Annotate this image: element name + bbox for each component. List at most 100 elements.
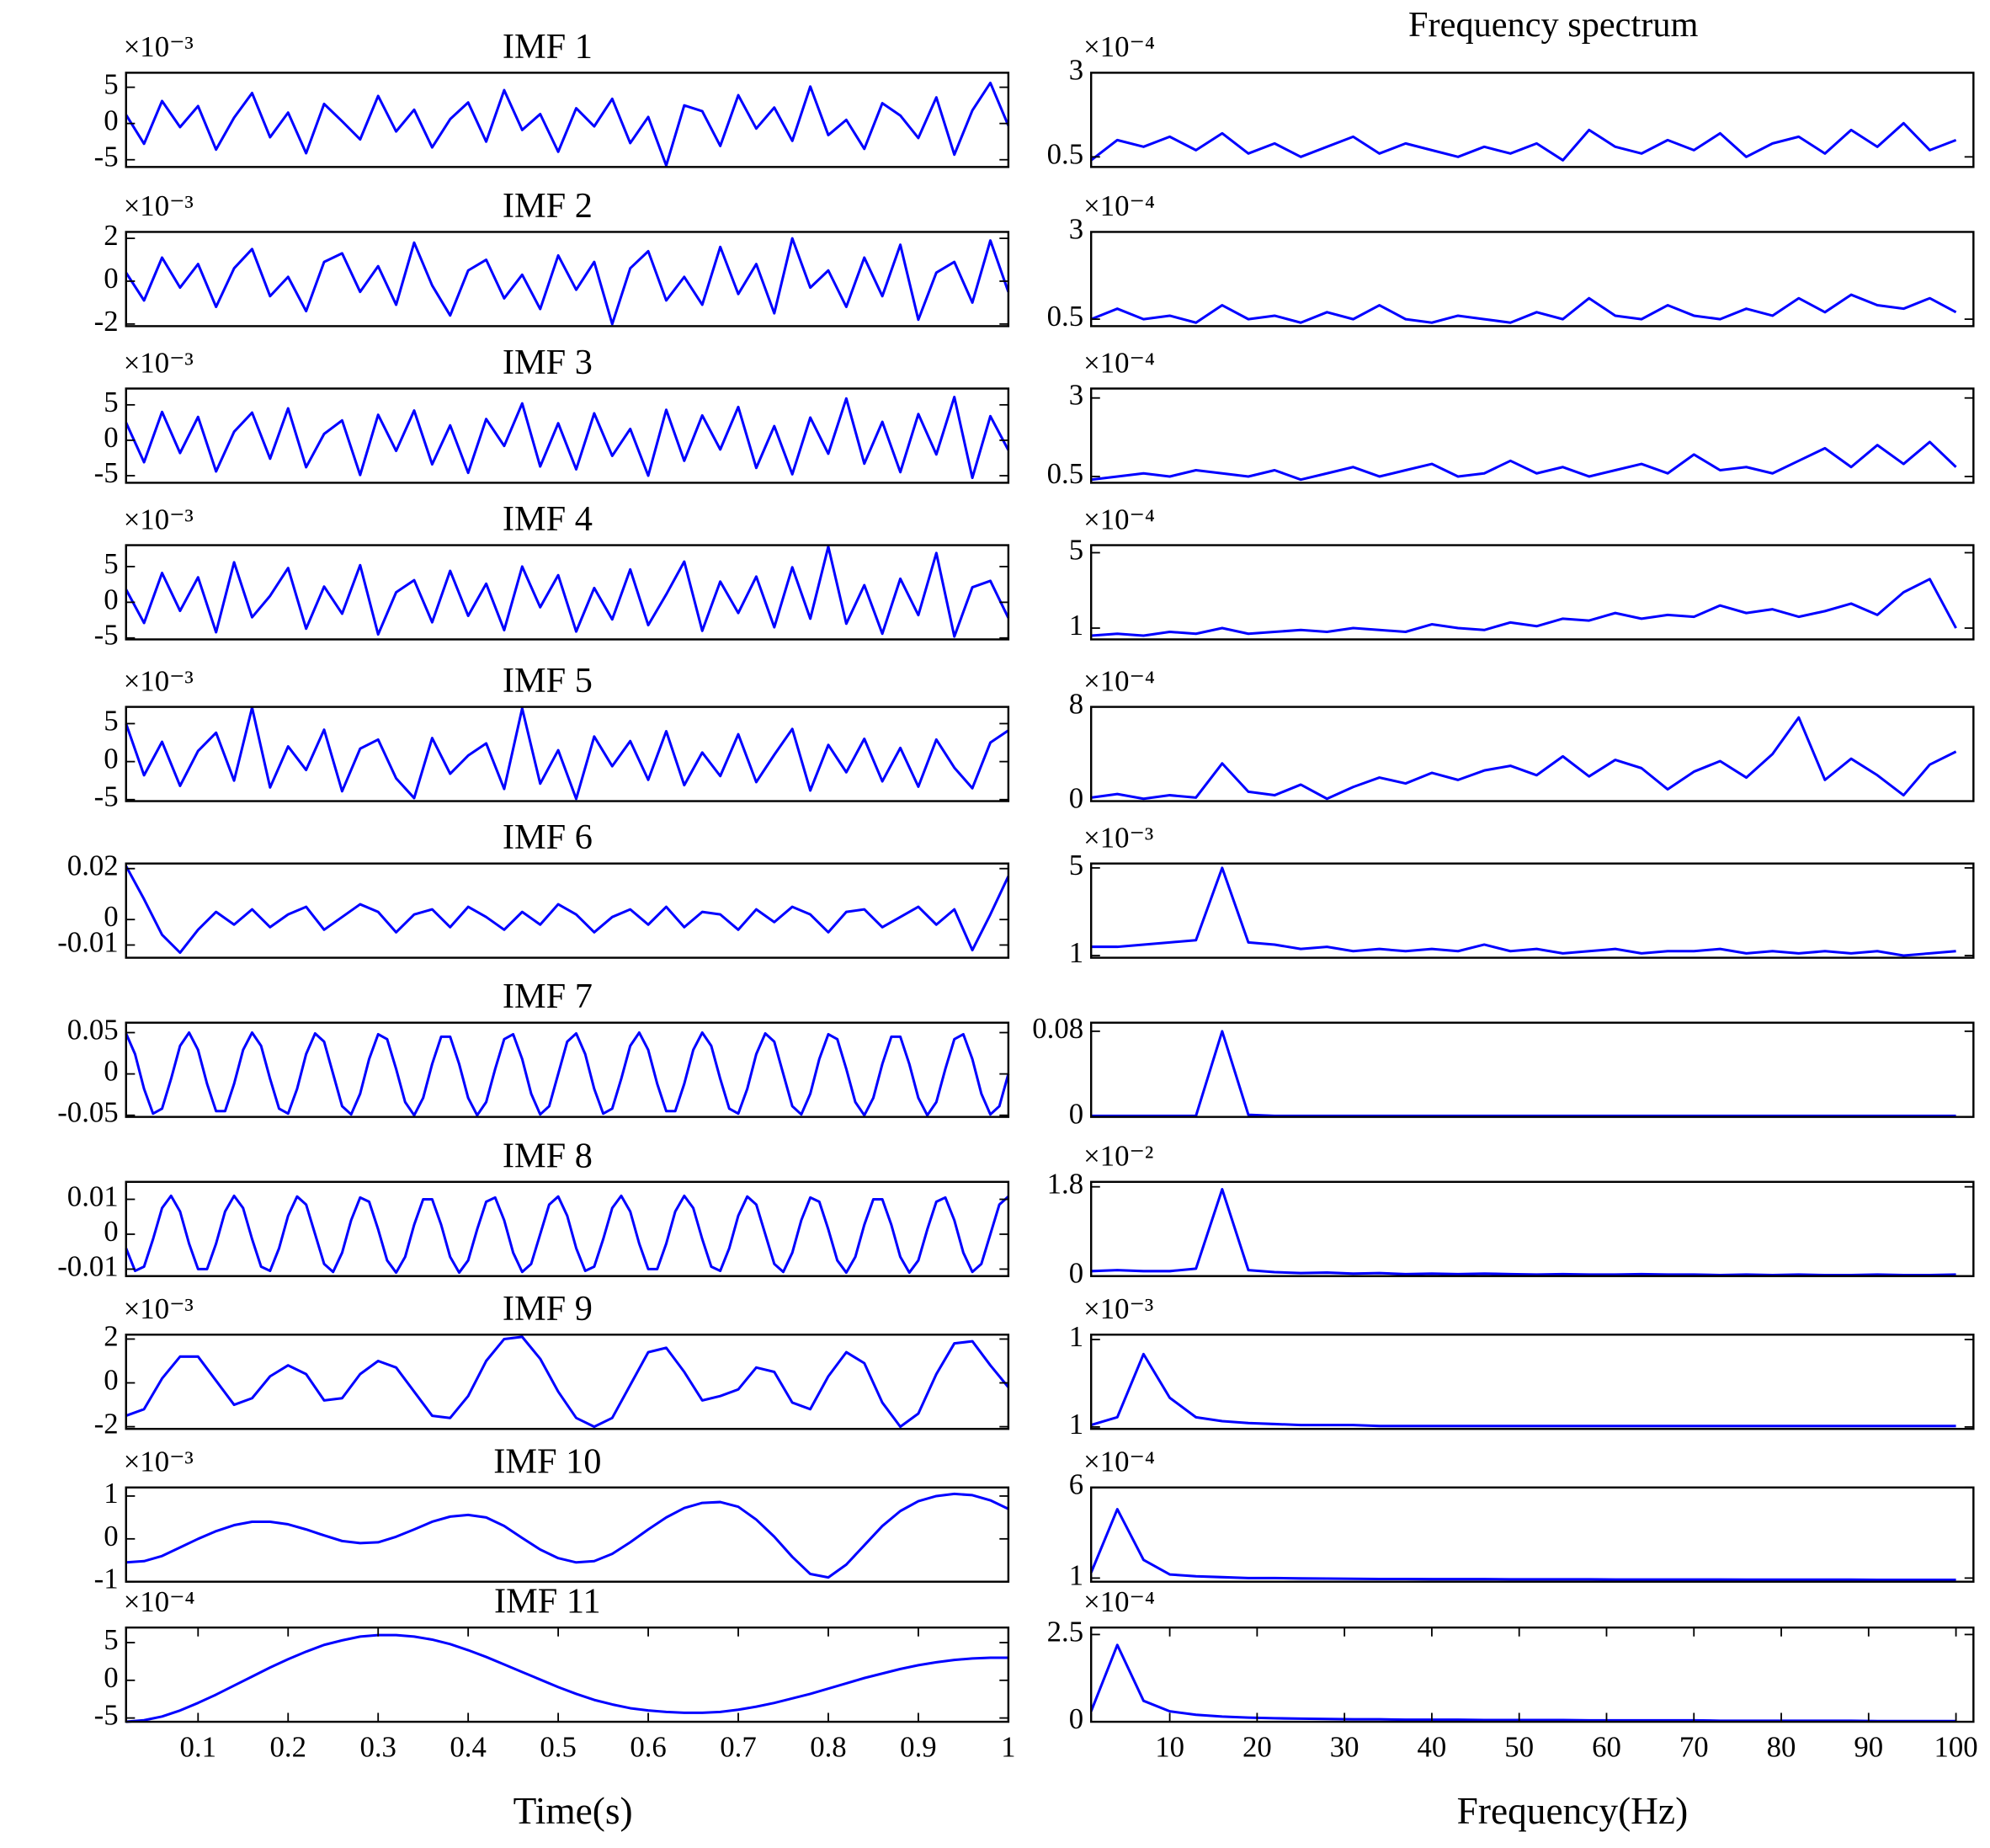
scale-label: ×10⁻³ [124, 664, 194, 697]
signal-line [1091, 866, 1956, 957]
x-tick-label: 80 [1767, 1730, 1796, 1763]
x-axis-label: Frequency(Hz) [1457, 1790, 1689, 1832]
y-tick-label: 3 [1069, 53, 1083, 86]
plot-frame [125, 1486, 1010, 1583]
signal-line [125, 865, 1010, 955]
signal-line [1089, 1508, 1956, 1582]
scale-label: ×10⁻³ [124, 189, 194, 222]
signal-line [1089, 1643, 1956, 1723]
y-tick-label: 3 [1069, 212, 1083, 245]
y-tick-label: 0 [104, 583, 118, 615]
plot-frame [1089, 706, 1975, 802]
scale-label: ×10⁻³ [124, 1292, 194, 1325]
y-tick-label: 0.5 [1047, 137, 1083, 170]
plot-frame [1089, 1021, 1975, 1118]
signal-line [125, 706, 1009, 801]
plot-frame [1089, 1334, 1975, 1430]
plot-frame [1089, 1180, 1975, 1277]
panel-title: IMF 2 [503, 186, 593, 226]
signal-line [1091, 440, 1957, 482]
signal-line [125, 81, 1010, 168]
panel-title: IMF 8 [503, 1136, 593, 1175]
y-tick-label: 0.02 [67, 849, 119, 882]
scale-label: ×10⁻³ [124, 503, 194, 535]
x-tick-label: 1 [1001, 1730, 1015, 1763]
scale-label: ×10⁻⁴ [1083, 1446, 1155, 1478]
x-tick-label: 0.1 [180, 1730, 216, 1763]
signal-line [1091, 1188, 1956, 1277]
signal-line [1090, 293, 1957, 324]
y-tick-label: 0 [104, 743, 118, 775]
scale-label: ×10⁻³ [1083, 1292, 1153, 1325]
scale-label: ×10⁻⁴ [1083, 189, 1155, 222]
y-tick-label: 0.5 [1047, 300, 1083, 333]
y-tick-label: 3 [1069, 379, 1083, 412]
y-tick-label: 6 [1069, 1468, 1083, 1501]
y-tick-label: -5 [94, 619, 119, 652]
panel-title: IMF 5 [503, 661, 593, 700]
plot-frame [125, 387, 1010, 484]
plot-frame [125, 231, 1010, 328]
x-tick-label: 0.2 [270, 1730, 306, 1763]
signal-line [125, 545, 1010, 638]
y-tick-label: -2 [94, 305, 119, 338]
panel-title: IMF 11 [494, 1582, 601, 1622]
y-tick-label: 0.5 [1047, 457, 1083, 490]
y-tick-label: 0 [104, 1364, 118, 1397]
y-tick-label: 1 [1069, 1408, 1083, 1441]
plot-frame [125, 72, 1010, 168]
plot-frame [1089, 72, 1975, 168]
signal-line [125, 1492, 1009, 1579]
y-tick-label: 0 [1069, 1098, 1083, 1131]
y-tick-label: 0 [104, 1055, 118, 1088]
y-tick-label: 5 [104, 704, 118, 737]
scale-label: ×10⁻³ [124, 1446, 194, 1478]
signal-line [125, 1031, 1010, 1117]
y-tick-label: -1 [94, 1563, 119, 1595]
y-tick-label: 0 [1069, 782, 1083, 815]
signal-line [1090, 716, 1957, 801]
y-tick-label: -5 [94, 141, 119, 173]
scale-label: ×10⁻³ [124, 346, 194, 379]
y-tick-label: 5 [104, 68, 118, 101]
plot-frame [125, 1626, 1010, 1723]
y-tick-label: -0.01 [57, 1249, 118, 1282]
signal-line [1091, 1030, 1956, 1117]
plot-frame [125, 1021, 1010, 1118]
plot-frame [1089, 231, 1975, 328]
y-tick-label: 0 [104, 262, 118, 295]
y-tick-label: 1.8 [1047, 1168, 1083, 1201]
panel-title: IMF 7 [503, 977, 593, 1016]
x-tick-label: 0.4 [450, 1730, 486, 1763]
scale-label: ×10⁻³ [1083, 821, 1153, 854]
y-tick-label: 5 [1069, 533, 1083, 566]
y-tick-label: -5 [94, 456, 119, 489]
scale-label: ×10⁻⁴ [1083, 503, 1155, 535]
scale-label: ×10⁻² [1083, 1140, 1153, 1173]
panel-title: IMF 3 [503, 343, 593, 382]
y-tick-label: 5 [104, 386, 118, 418]
scale-label: ×10⁻⁴ [1083, 1585, 1155, 1618]
x-tick-label: 0.7 [720, 1730, 756, 1763]
x-tick-label: 70 [1679, 1730, 1709, 1763]
y-tick-label: 1 [1069, 609, 1083, 642]
x-tick-label: 0.3 [359, 1730, 396, 1763]
y-tick-label: 0.08 [1032, 1012, 1083, 1045]
signal-line [1090, 121, 1957, 162]
panel-title: IMF 4 [503, 499, 593, 539]
y-tick-label: 1 [104, 1477, 118, 1510]
y-tick-label: 0.05 [67, 1013, 119, 1046]
y-tick-label: -5 [94, 1699, 119, 1732]
y-tick-label: 0.01 [67, 1180, 119, 1212]
y-tick-label: 5 [1069, 849, 1083, 881]
x-tick-label: 40 [1418, 1730, 1447, 1763]
panel-title: IMF 6 [503, 817, 593, 857]
plot-frame [1089, 1626, 1975, 1723]
signal-line [1091, 578, 1957, 637]
y-tick-label: -0.05 [57, 1096, 118, 1129]
plot-frame [125, 544, 1010, 641]
signal-line [125, 237, 1010, 326]
x-tick-label: 100 [1934, 1730, 1978, 1763]
scale-label: ×10⁻⁴ [1083, 30, 1155, 63]
